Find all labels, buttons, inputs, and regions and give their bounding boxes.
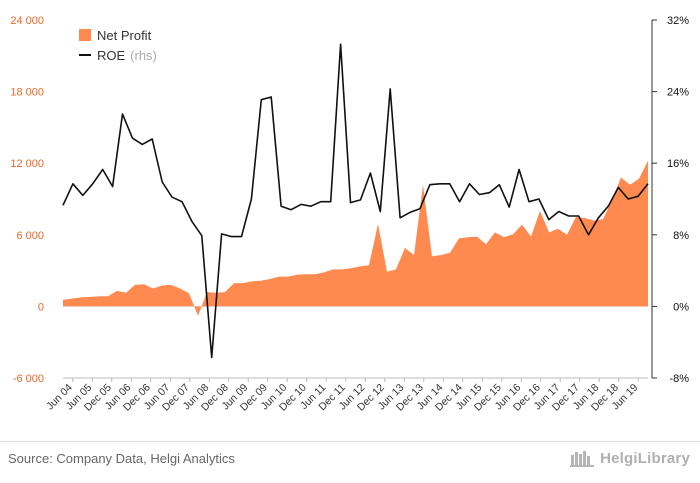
legend-net-profit-swatch — [79, 29, 91, 41]
right-axis-tick-label: 0% — [673, 301, 689, 313]
roe-line — [62, 43, 649, 359]
left-axis-tick-label: -6 000 — [13, 373, 44, 385]
legend-net-profit-label: Net Profit — [97, 28, 152, 43]
footer-divider — [0, 441, 700, 442]
right-axis-tick-label: -8% — [669, 373, 689, 385]
library-icon — [570, 451, 595, 467]
legend: Net Profit ROE (rhs) — [79, 28, 157, 63]
right-axis-tick-label: 16% — [667, 158, 689, 170]
right-axis: 32% 24% 16% 8% 0% -8% — [651, 15, 689, 385]
brand-logo: HelgiLibrary — [570, 448, 690, 468]
brand-name: HelgiLibrary — [600, 449, 690, 467]
plot-area — [62, 43, 649, 359]
net-profit-roe-chart: 24 000 18 000 12 000 6 000 0 -6 000 32% 24% 16%… — [10, 15, 689, 414]
right-axis-tick-label: 8% — [673, 230, 689, 242]
right-axis-tick-label: 32% — [667, 15, 689, 27]
source-note: Source: Company Data, Helgi Analytics — [8, 451, 235, 466]
net-profit-area — [63, 160, 648, 316]
left-axis-tick-label: 12 000 — [10, 158, 44, 170]
left-axis-tick-label: 18 000 — [10, 87, 44, 99]
legend-roe-label: ROE (rhs) — [97, 48, 157, 63]
legend-roe-name: ROE — [97, 48, 126, 63]
left-axis: 24 000 18 000 12 000 6 000 0 -6 000 — [10, 15, 44, 385]
right-axis-tick-label: 24% — [667, 87, 689, 99]
left-axis-tick-label: 6 000 — [16, 230, 44, 242]
left-axis-tick-label: 0 — [38, 301, 44, 313]
left-axis-tick-label: 24 000 — [10, 15, 44, 27]
legend-roe-suffix: (rhs) — [130, 48, 157, 63]
